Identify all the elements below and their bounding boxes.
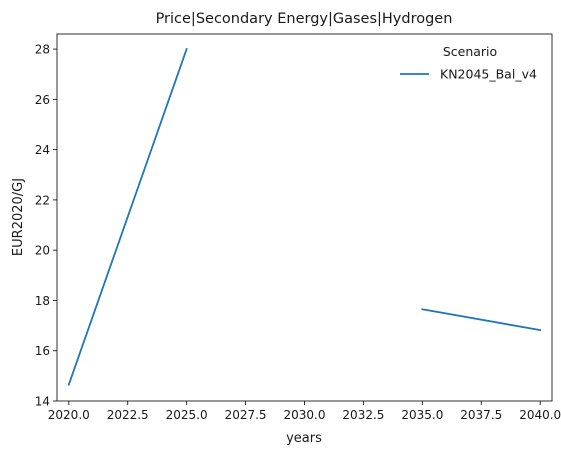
y-axis-label: EUR2020/GJ	[11, 178, 26, 256]
y-tick-label: 16	[35, 344, 50, 358]
plot-area	[67, 47, 542, 386]
y-axis-ticks: 14 16 18 20 22 24 26 28	[35, 43, 57, 409]
x-tick-label: 2030.0	[284, 408, 326, 422]
y-tick-label: 14	[35, 395, 50, 409]
x-tick-label: 2037.5	[460, 408, 502, 422]
x-tick-label: 2025.0	[166, 408, 208, 422]
x-tick-label: 2032.5	[342, 408, 384, 422]
series-line-kn2045-bal-v4-segment-2	[421, 308, 542, 332]
y-tick-label: 24	[35, 143, 50, 157]
x-tick-label: 2027.5	[225, 408, 267, 422]
legend-title: Scenario	[443, 44, 497, 59]
chart-title: Price|Secondary Energy|Gases|Hydrogen	[156, 11, 453, 27]
plot-frame	[56, 33, 553, 402]
x-axis-label: years	[286, 431, 322, 446]
legend-label-kn2045-bal-v4: KN2045_Bal_v4	[440, 67, 537, 82]
x-tick-label: 2040.0	[519, 408, 561, 422]
legend: Scenario KN2045_Bal_v4	[400, 44, 537, 82]
x-axis-ticks: 2020.0 2022.5 2025.0 2027.5 2030.0 2032.5 2035…	[48, 401, 561, 422]
series-line-kn2045-bal-v4-segment-1	[67, 47, 188, 386]
y-tick-label: 18	[35, 294, 50, 308]
y-tick-label: 28	[35, 43, 50, 57]
x-tick-label: 2022.5	[107, 408, 149, 422]
x-tick-label: 2020.0	[48, 408, 90, 422]
y-tick-label: 26	[35, 93, 50, 107]
x-tick-label: 2035.0	[401, 408, 443, 422]
y-tick-label: 22	[35, 193, 50, 207]
y-tick-label: 20	[35, 244, 50, 258]
